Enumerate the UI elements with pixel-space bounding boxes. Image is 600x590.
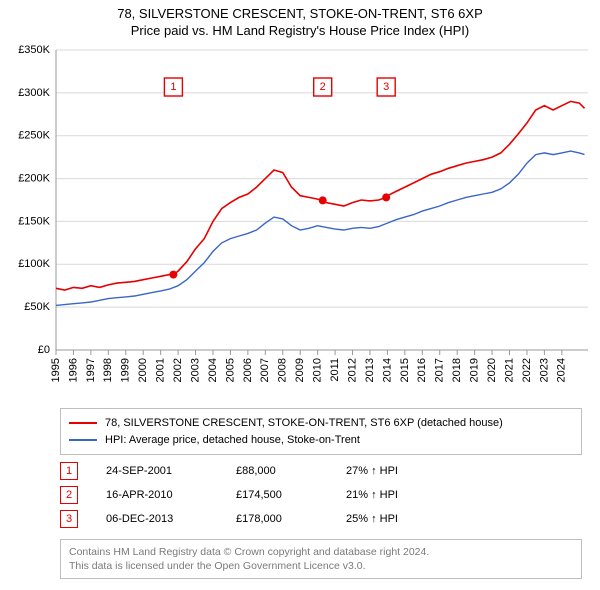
svg-text:2018: 2018: [451, 358, 463, 382]
chart-container: 78, SILVERSTONE CRESCENT, STOKE-ON-TRENT…: [0, 0, 600, 579]
sale-date: 06-DEC-2013: [106, 513, 236, 525]
svg-text:2001: 2001: [155, 358, 167, 382]
series-property: [56, 101, 585, 290]
sale-date: 24-SEP-2001: [106, 465, 236, 477]
chart-area: £0 £50K £100K £150K £200K £250K £300K £350K 1995…: [0, 42, 600, 402]
sale-dot-icon: [382, 193, 390, 201]
svg-text:£0: £0: [38, 344, 50, 356]
svg-text:2015: 2015: [399, 358, 411, 382]
legend-swatch-icon: [69, 422, 97, 424]
svg-text:2021: 2021: [503, 358, 515, 382]
sale-dot-icon: [169, 271, 177, 279]
svg-text:2010: 2010: [312, 358, 324, 382]
sale-marker-number: 3: [383, 81, 389, 93]
svg-text:£250K: £250K: [18, 130, 50, 142]
svg-text:2007: 2007: [259, 358, 271, 382]
svg-text:2013: 2013: [364, 358, 376, 382]
sale-delta: 21% ↑ HPI: [346, 489, 446, 501]
svg-text:2024: 2024: [556, 358, 568, 382]
sale-dot-icon: [319, 196, 327, 204]
title-sub: Price paid vs. HM Land Registry's House …: [0, 23, 600, 38]
svg-text:2000: 2000: [137, 358, 149, 382]
svg-text:2006: 2006: [242, 358, 254, 382]
svg-text:2008: 2008: [277, 358, 289, 382]
sale-delta: 25% ↑ HPI: [346, 513, 446, 525]
sale-delta: 27% ↑ HPI: [346, 465, 446, 477]
svg-text:2002: 2002: [172, 358, 184, 382]
legend-item: 78, SILVERSTONE CRESCENT, STOKE-ON-TRENT…: [69, 415, 573, 432]
svg-text:1995: 1995: [50, 358, 62, 382]
svg-text:2023: 2023: [538, 358, 550, 382]
sale-date: 16-APR-2010: [106, 489, 236, 501]
svg-text:1996: 1996: [67, 358, 79, 382]
line-chart: £0 £50K £100K £150K £200K £250K £300K £350K 1995…: [0, 42, 600, 402]
table-row: 2 16-APR-2010£174,50021% ↑ HPI: [60, 483, 582, 507]
svg-text:2005: 2005: [224, 358, 236, 382]
svg-text:2017: 2017: [434, 358, 446, 382]
svg-text:2003: 2003: [189, 358, 201, 382]
sale-marker-icon: 3: [60, 510, 78, 528]
svg-text:£300K: £300K: [18, 87, 50, 99]
table-row: 1 24-SEP-2001£88,00027% ↑ HPI: [60, 459, 582, 483]
svg-text:£200K: £200K: [18, 172, 50, 184]
svg-text:1999: 1999: [120, 358, 132, 382]
legend-item: HPI: Average price, detached house, Stok…: [69, 432, 573, 449]
footer-line1: Contains HM Land Registry data © Crown c…: [69, 545, 573, 559]
titles: 78, SILVERSTONE CRESCENT, STOKE-ON-TRENT…: [0, 0, 600, 42]
svg-text:2011: 2011: [329, 358, 341, 382]
sale-price: £174,500: [236, 489, 346, 501]
legend: 78, SILVERSTONE CRESCENT, STOKE-ON-TRENT…: [60, 408, 582, 455]
legend-swatch-icon: [69, 439, 97, 441]
svg-text:2019: 2019: [469, 358, 481, 382]
sales-table: 1 24-SEP-2001£88,00027% ↑ HPI 2 16-APR-2010…: [60, 459, 582, 531]
svg-text:£150K: £150K: [18, 215, 50, 227]
svg-text:2012: 2012: [346, 358, 358, 382]
sale-marker-number: 1: [170, 81, 176, 93]
svg-text:2022: 2022: [521, 358, 533, 382]
sale-marker-number: 2: [320, 81, 326, 93]
sale-marker-icon: 2: [60, 486, 78, 504]
svg-text:1998: 1998: [102, 358, 114, 382]
svg-text:£350K: £350K: [18, 44, 50, 56]
sale-marker-icon: 1: [60, 462, 78, 480]
svg-text:2009: 2009: [294, 358, 306, 382]
footer-line2: This data is licensed under the Open Gov…: [69, 559, 573, 573]
svg-text:2004: 2004: [207, 358, 219, 382]
sale-price: £88,000: [236, 465, 346, 477]
table-row: 3 06-DEC-2013£178,00025% ↑ HPI: [60, 507, 582, 531]
svg-text:2020: 2020: [486, 358, 498, 382]
footer-attribution: Contains HM Land Registry data © Crown c…: [60, 539, 582, 579]
svg-text:£100K: £100K: [18, 258, 50, 270]
svg-text:2016: 2016: [416, 358, 428, 382]
svg-text:2014: 2014: [381, 358, 393, 382]
title-main: 78, SILVERSTONE CRESCENT, STOKE-ON-TRENT…: [0, 6, 600, 21]
legend-label: 78, SILVERSTONE CRESCENT, STOKE-ON-TRENT…: [105, 415, 503, 432]
svg-text:1997: 1997: [85, 358, 97, 382]
svg-text:£50K: £50K: [24, 301, 50, 313]
sale-price: £178,000: [236, 513, 346, 525]
legend-label: HPI: Average price, detached house, Stok…: [105, 432, 360, 449]
series-hpi: [56, 151, 585, 305]
